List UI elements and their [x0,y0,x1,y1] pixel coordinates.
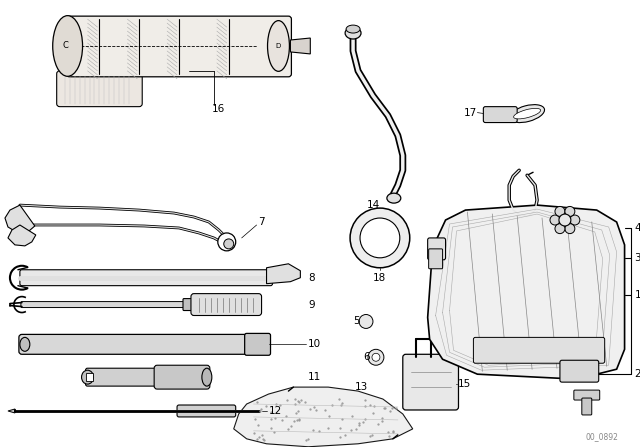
FancyBboxPatch shape [19,334,253,354]
Text: 11: 11 [308,372,321,382]
FancyBboxPatch shape [20,270,273,286]
FancyBboxPatch shape [154,365,210,389]
Text: 12: 12 [269,406,282,416]
Text: D: D [276,43,281,49]
Ellipse shape [509,105,545,123]
FancyBboxPatch shape [582,398,592,415]
Circle shape [565,224,575,233]
Text: 15: 15 [458,379,471,389]
FancyBboxPatch shape [183,298,199,310]
Polygon shape [8,409,15,413]
FancyBboxPatch shape [428,238,445,260]
Circle shape [559,214,571,226]
FancyBboxPatch shape [191,293,262,315]
FancyBboxPatch shape [86,373,93,381]
Circle shape [368,349,384,365]
Text: 16: 16 [212,103,225,114]
Ellipse shape [387,193,401,203]
Polygon shape [5,205,35,233]
Circle shape [555,224,565,233]
Text: 14: 14 [366,200,380,210]
FancyBboxPatch shape [403,354,458,410]
Ellipse shape [52,16,83,76]
Text: 7: 7 [259,217,265,227]
Circle shape [570,215,580,225]
FancyBboxPatch shape [67,16,291,77]
Circle shape [350,208,410,268]
Ellipse shape [514,108,541,119]
FancyBboxPatch shape [429,249,443,269]
Circle shape [565,207,575,216]
Text: 17: 17 [464,108,477,118]
Text: 18: 18 [373,273,387,283]
Circle shape [550,215,560,225]
Text: 00_0892: 00_0892 [585,432,618,441]
Text: 8: 8 [308,273,315,283]
FancyBboxPatch shape [244,333,271,355]
Text: 1: 1 [634,289,640,300]
FancyBboxPatch shape [560,360,599,382]
FancyBboxPatch shape [474,337,605,363]
Text: 3: 3 [634,253,640,263]
Text: 6: 6 [364,352,370,362]
Ellipse shape [345,27,361,39]
Circle shape [360,218,400,258]
Circle shape [555,207,565,216]
Text: 5: 5 [353,316,360,327]
Ellipse shape [20,337,30,351]
Circle shape [218,233,236,251]
Text: C: C [63,42,68,51]
Text: 2: 2 [634,369,640,379]
FancyBboxPatch shape [21,302,192,307]
Circle shape [372,353,380,361]
Text: 9: 9 [308,300,315,310]
FancyBboxPatch shape [483,107,517,123]
Ellipse shape [346,25,360,33]
FancyBboxPatch shape [57,71,142,107]
Ellipse shape [81,370,93,384]
Text: 10: 10 [308,339,321,349]
Polygon shape [266,264,300,284]
Polygon shape [428,205,625,379]
Text: 13: 13 [355,382,368,392]
Text: 4: 4 [634,223,640,233]
FancyBboxPatch shape [574,390,600,400]
Polygon shape [234,387,413,447]
Circle shape [359,314,373,328]
Polygon shape [291,38,310,54]
Polygon shape [8,225,36,246]
Circle shape [224,239,234,249]
FancyBboxPatch shape [86,368,164,386]
FancyBboxPatch shape [177,405,236,417]
Ellipse shape [268,21,289,71]
Ellipse shape [202,368,212,386]
